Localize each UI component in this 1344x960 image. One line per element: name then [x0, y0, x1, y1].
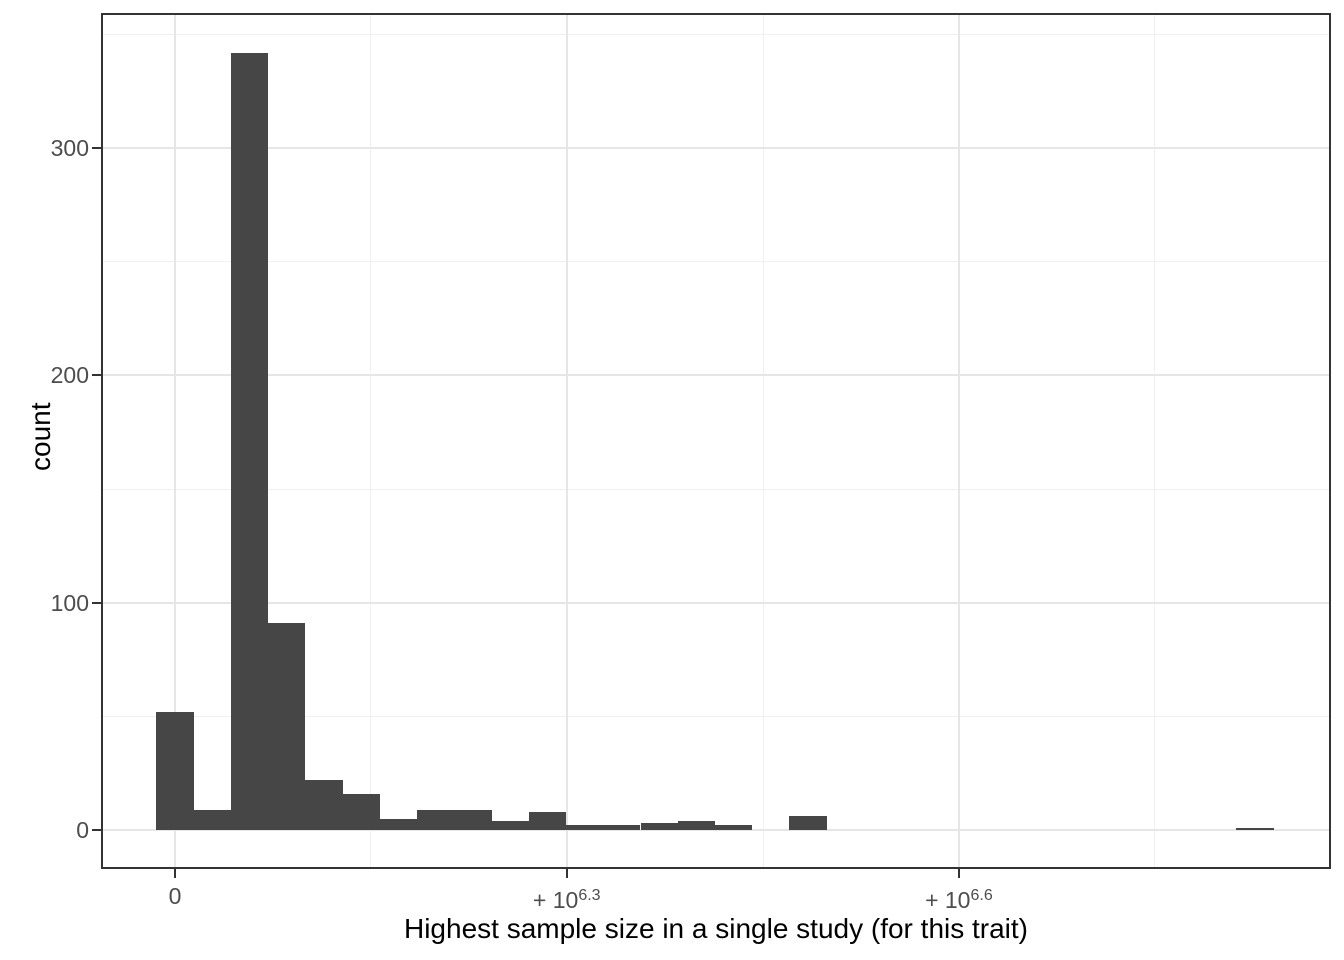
x-axis-title: Highest sample size in a single study (f… — [403, 913, 1029, 944]
y-gridline-major — [103, 601, 1329, 604]
histogram-bar — [1236, 827, 1274, 830]
y-tick-mark — [92, 374, 101, 377]
histogram-bar — [603, 825, 641, 830]
y-tick-mark — [92, 601, 101, 604]
x-gridline-minor — [762, 15, 764, 867]
histogram-bar — [789, 816, 827, 830]
x-gridline-minor — [1154, 15, 1156, 867]
histogram-bar — [230, 52, 269, 830]
histogram-bar — [193, 809, 231, 830]
histogram-bar — [417, 809, 455, 830]
histogram-bar — [454, 809, 492, 830]
y-tick-label: 100 — [50, 589, 89, 616]
x-tick-label-base: + 10 — [532, 887, 579, 913]
y-gridline-major — [103, 829, 1329, 831]
x-tick-mark — [565, 869, 568, 878]
histogram-bar — [714, 825, 753, 830]
x-gridline-major — [565, 15, 568, 867]
y-tick-label: 0 — [76, 817, 89, 843]
histogram-bar — [342, 793, 380, 830]
y-gridline-major — [103, 147, 1329, 150]
x-tick-label: + 106.3 — [487, 882, 647, 914]
x-tick-label: + 106.6 — [879, 882, 1039, 914]
x-tick-label-base: + 10 — [925, 887, 971, 913]
plot-panel — [101, 13, 1331, 869]
y-gridline-major — [103, 374, 1329, 377]
y-tick-mark — [92, 147, 101, 150]
histogram-bar — [677, 820, 715, 830]
y-tick-label: 200 — [50, 362, 89, 389]
histogram-bar — [528, 811, 566, 830]
x-tick-label-exponent: 6.3 — [578, 887, 601, 904]
histogram-bar — [268, 623, 306, 830]
histogram-bar — [491, 820, 529, 830]
x-tick-label-exponent: 6.6 — [970, 887, 993, 904]
histogram-bar — [566, 825, 604, 830]
histogram-bar — [156, 711, 194, 830]
y-gridline-minor — [103, 715, 1329, 717]
y-gridline-minor — [103, 261, 1329, 263]
histogram-bar — [640, 823, 678, 830]
x-tick-label: 0 — [95, 882, 255, 910]
y-tick-label: 300 — [50, 135, 89, 162]
histogram-bar — [305, 780, 343, 830]
x-gridline-major — [174, 15, 176, 867]
y-gridline-minor — [103, 488, 1329, 490]
x-gridline-minor — [370, 15, 372, 867]
histogram-bar — [379, 818, 418, 830]
y-gridline-minor — [103, 34, 1329, 36]
x-gridline-major — [957, 15, 960, 867]
x-tick-label-base: 0 — [168, 883, 182, 909]
x-tick-mark — [957, 869, 960, 878]
y-tick-mark — [92, 829, 101, 831]
x-tick-mark — [174, 869, 176, 878]
